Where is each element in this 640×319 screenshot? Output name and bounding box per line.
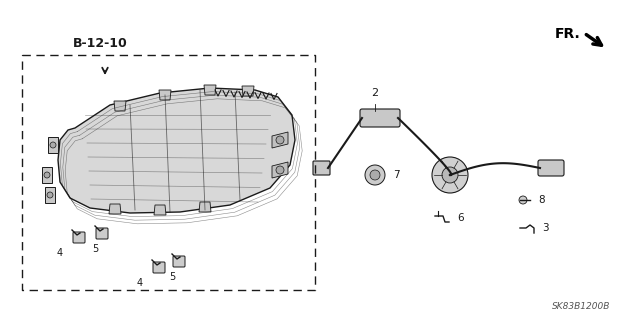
FancyBboxPatch shape bbox=[153, 262, 165, 273]
Polygon shape bbox=[109, 204, 121, 214]
Polygon shape bbox=[272, 132, 288, 148]
Polygon shape bbox=[204, 85, 216, 95]
Polygon shape bbox=[42, 167, 52, 183]
Text: 4: 4 bbox=[57, 248, 63, 258]
Circle shape bbox=[519, 196, 527, 204]
Text: FR.: FR. bbox=[554, 27, 580, 41]
FancyBboxPatch shape bbox=[96, 228, 108, 239]
Polygon shape bbox=[58, 88, 295, 213]
Text: 4: 4 bbox=[137, 278, 143, 288]
Text: 7: 7 bbox=[393, 170, 399, 180]
Circle shape bbox=[50, 142, 56, 148]
FancyBboxPatch shape bbox=[73, 232, 85, 243]
Circle shape bbox=[365, 165, 385, 185]
Circle shape bbox=[432, 157, 468, 193]
Polygon shape bbox=[45, 187, 55, 203]
FancyBboxPatch shape bbox=[313, 161, 330, 175]
Polygon shape bbox=[242, 86, 254, 96]
Polygon shape bbox=[159, 90, 171, 100]
Text: 5: 5 bbox=[169, 272, 175, 282]
Circle shape bbox=[370, 170, 380, 180]
Polygon shape bbox=[48, 137, 58, 153]
FancyBboxPatch shape bbox=[360, 109, 400, 127]
Polygon shape bbox=[199, 202, 211, 212]
FancyBboxPatch shape bbox=[538, 160, 564, 176]
Circle shape bbox=[44, 172, 50, 178]
Circle shape bbox=[276, 136, 284, 144]
Polygon shape bbox=[114, 101, 126, 111]
Polygon shape bbox=[272, 162, 288, 178]
Text: SK83B1200B: SK83B1200B bbox=[552, 302, 610, 311]
Circle shape bbox=[276, 166, 284, 174]
Text: 6: 6 bbox=[457, 213, 463, 223]
Polygon shape bbox=[154, 205, 166, 215]
Text: 2: 2 bbox=[371, 88, 379, 98]
FancyBboxPatch shape bbox=[173, 256, 185, 267]
Circle shape bbox=[47, 192, 53, 198]
Text: 8: 8 bbox=[538, 195, 545, 205]
Circle shape bbox=[442, 167, 458, 183]
Text: 3: 3 bbox=[542, 223, 548, 233]
Text: B-12-10: B-12-10 bbox=[72, 37, 127, 50]
Text: 5: 5 bbox=[92, 244, 98, 254]
